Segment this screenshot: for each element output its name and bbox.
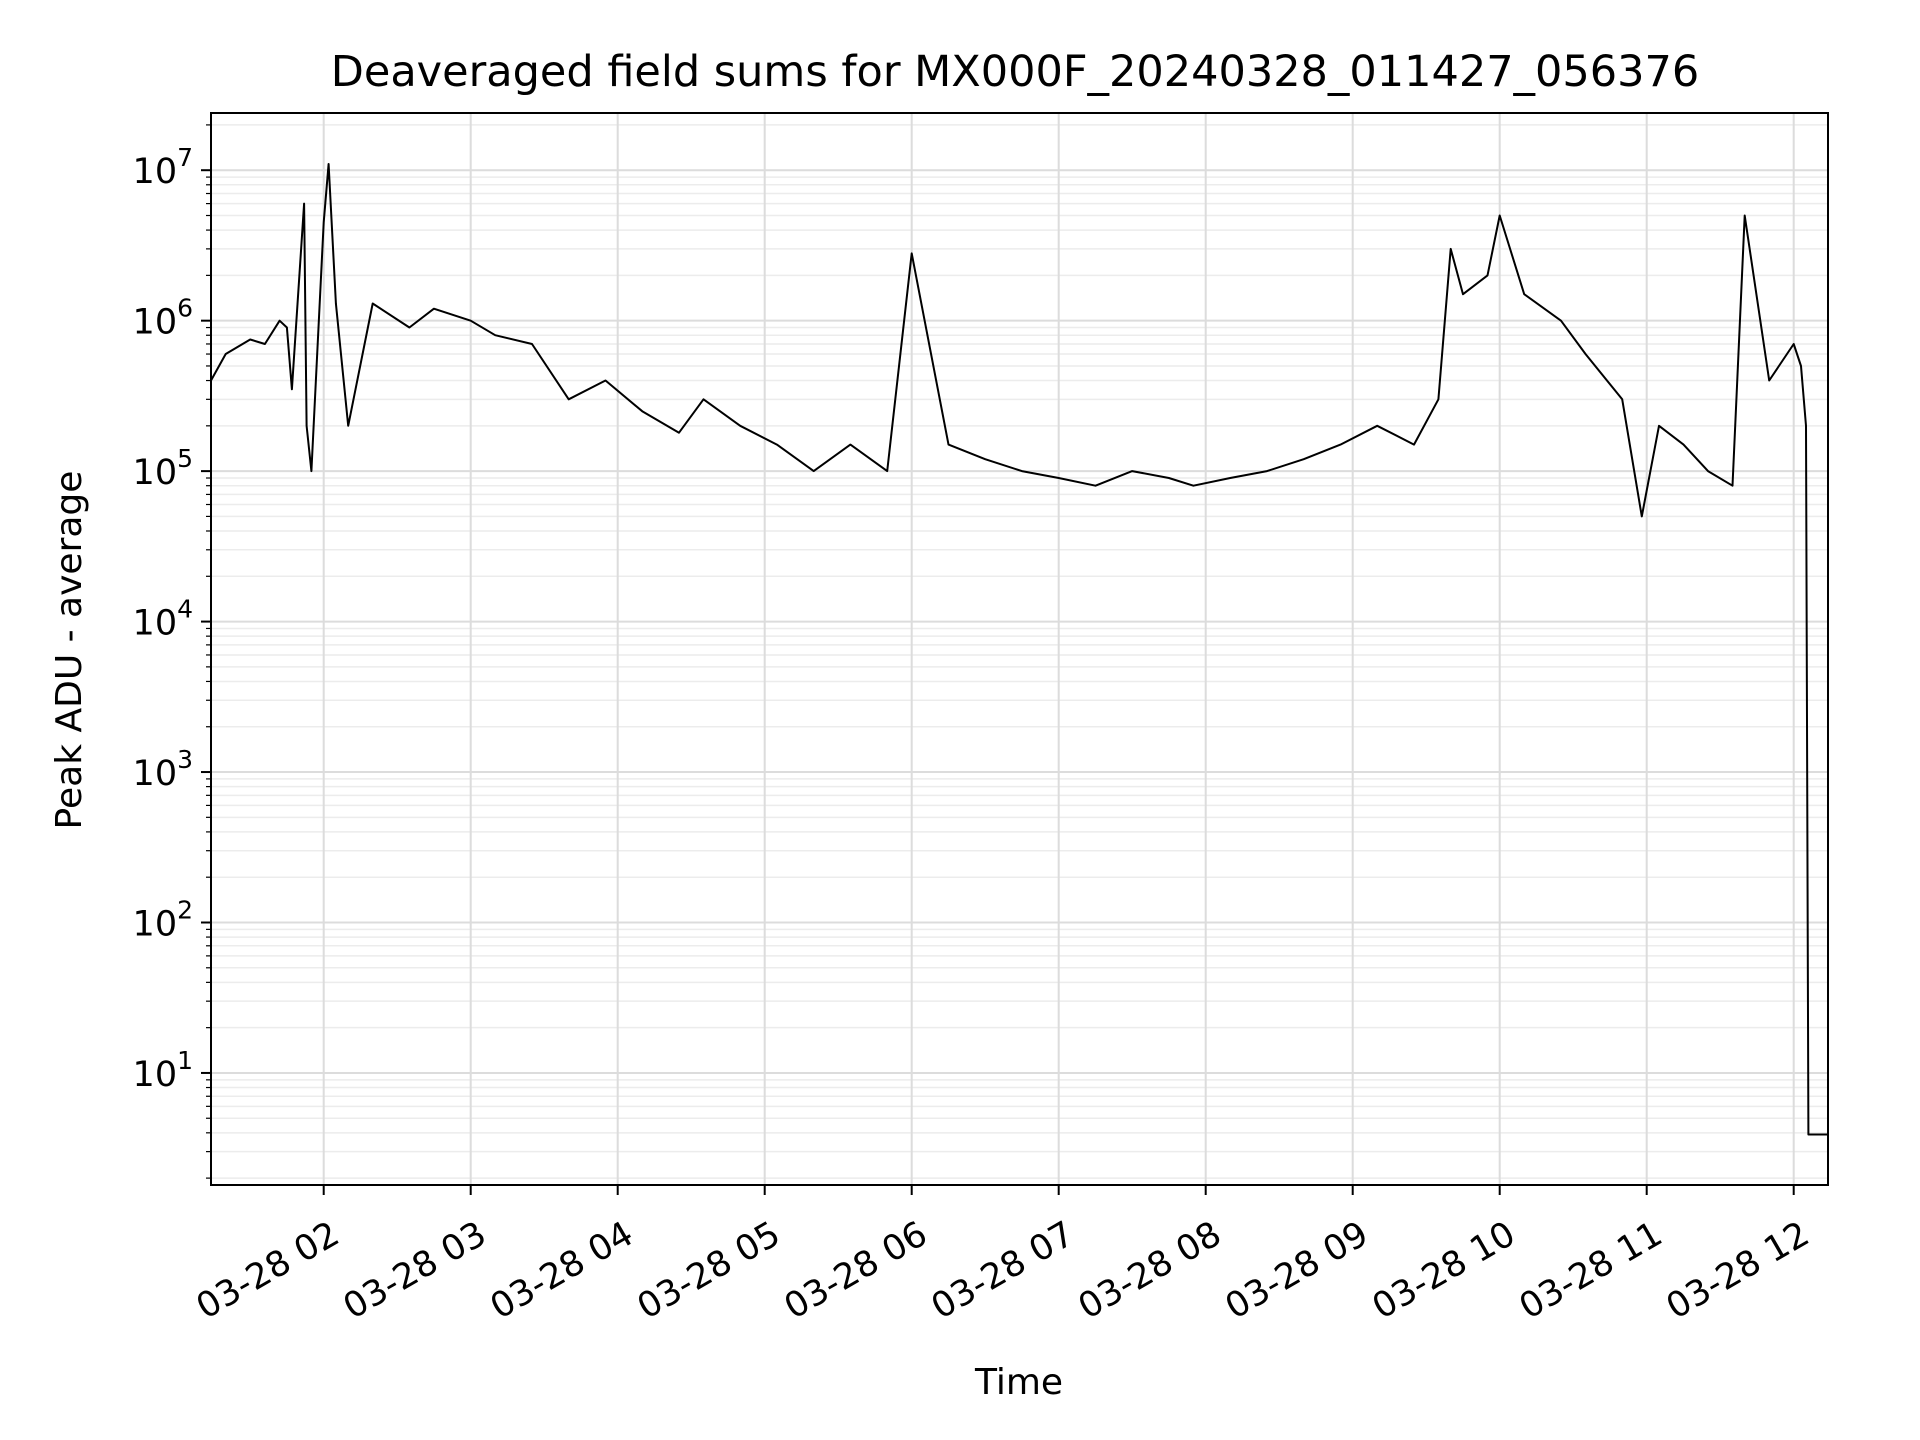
plot-frame: [210, 112, 1829, 1186]
chart-title: Deaveraged field sums for MX000F_2024032…: [331, 47, 1699, 97]
y-tick-label: 104: [133, 595, 193, 644]
series-group: [210, 163, 1828, 1136]
y-tick-label: 101: [133, 1046, 193, 1095]
y-tick-label: 105: [133, 444, 193, 493]
y-tick-label: 102: [133, 895, 193, 944]
y-tick-label: 103: [133, 745, 193, 794]
x-axis-title: Time: [974, 1362, 1063, 1403]
y-tick-label: 107: [133, 143, 193, 192]
y-axis-title: Peak ADU - average: [49, 471, 90, 830]
series-line: [210, 163, 1828, 1136]
y-tick-label: 106: [133, 294, 193, 343]
grid: [211, 113, 1828, 1185]
